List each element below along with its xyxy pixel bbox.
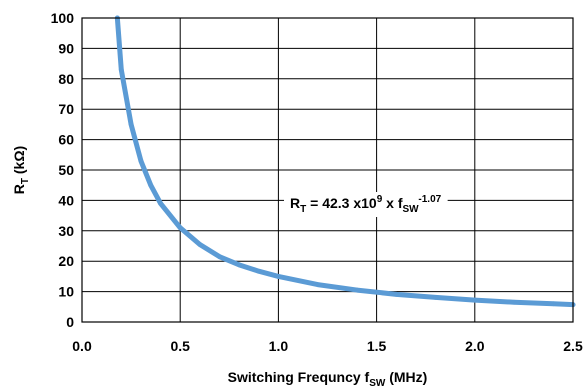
y-tick-label: 30 — [58, 223, 74, 239]
rt-curve-line — [114, 15, 576, 308]
rt-curve-point — [472, 297, 478, 303]
x-tick-label: 2.5 — [563, 338, 583, 354]
y-tick-label: 50 — [58, 162, 74, 178]
y-tick-label: 10 — [58, 284, 74, 300]
y-tick-label: 0 — [66, 314, 74, 330]
rt-curve-point — [354, 287, 360, 293]
x-tick-label: 2.0 — [465, 338, 485, 354]
rt-curve-point — [128, 122, 134, 127]
y-tick-label: 100 — [51, 10, 75, 26]
y-tick-label: 70 — [58, 101, 74, 117]
plot-frame — [81, 17, 574, 323]
rt-curve-point — [118, 67, 124, 73]
rt-curve-point — [217, 254, 222, 260]
rt-curve-point — [236, 262, 242, 268]
rt-curve-point — [393, 291, 399, 297]
rt-curve-point — [433, 294, 438, 300]
y-axis-title: RT (kΩ) — [11, 146, 31, 194]
y-tick-label: 40 — [58, 192, 74, 208]
y-tick-label: 60 — [58, 132, 74, 148]
rt-curve-point — [138, 158, 144, 164]
y-tick-label: 20 — [58, 253, 74, 269]
x-axis-title: Switching Frequncy fSW (MHz) — [228, 369, 428, 387]
rt-curve-point — [158, 201, 163, 206]
rt-curve-point — [177, 225, 183, 231]
rt-curve-point — [197, 242, 203, 247]
rt-curve-point — [276, 274, 281, 279]
series-layer — [114, 15, 576, 308]
x-tick-labels: 0.0 0.5 1.0 1.5 2.0 2.5 — [72, 338, 583, 354]
y-tick-label: 90 — [58, 40, 74, 56]
y-tick-labels: 0 10 20 30 40 50 60 70 80 90 100 — [51, 10, 75, 330]
y-tick-label: 80 — [58, 71, 74, 87]
x-tick-label: 0.0 — [72, 338, 92, 354]
rt-curve-point — [148, 182, 154, 188]
x-tick-label: 1.5 — [367, 338, 387, 354]
rt-curve-point — [256, 268, 262, 274]
equation-background — [284, 192, 448, 217]
equation-annotation: RT = 42.3 x109 x fSW-1.07 — [290, 194, 442, 215]
rt-curve-point — [550, 301, 556, 307]
x-tick-label: 1.0 — [269, 338, 289, 354]
rt-curve-point — [315, 282, 321, 288]
x-tick-label: 0.5 — [170, 338, 190, 354]
rt-curve-point — [511, 299, 517, 305]
grid — [81, 17, 574, 323]
